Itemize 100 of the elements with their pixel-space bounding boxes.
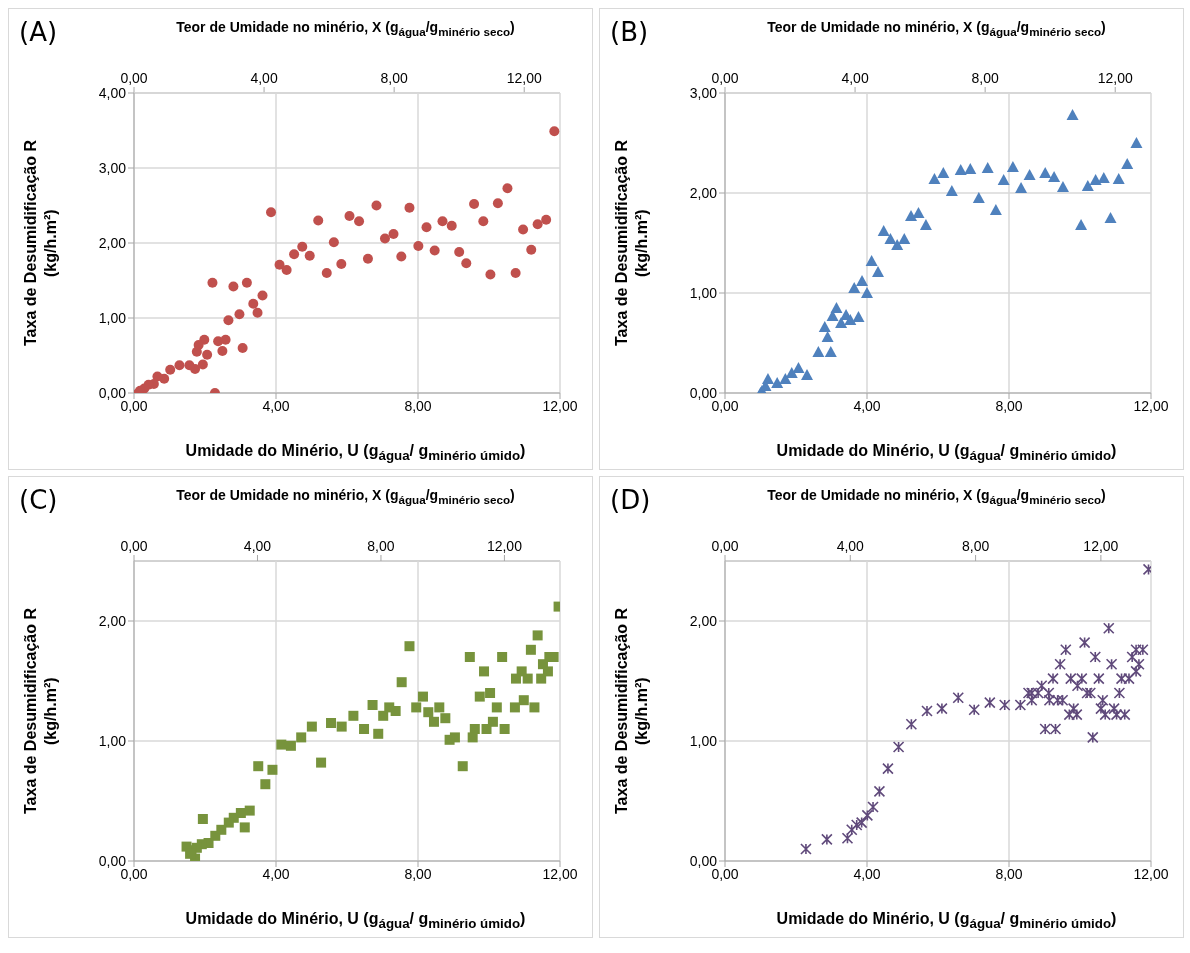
text: (B) (610, 17, 649, 47)
x-tick-label: 4,00 (262, 865, 290, 882)
y-tick-label: 2,00 (689, 612, 718, 629)
point (954, 164, 967, 175)
x2-axis-title: Teor de Umidade no minério, X (g$_{água}$/g$_{minério seco}$) (766, 487, 1107, 506)
x2-tick-label: 8,00 (380, 70, 408, 86)
x-tick-label: 12,00 (542, 865, 578, 882)
point (905, 210, 918, 221)
x2-tick-label: 4,00 (841, 70, 869, 86)
point (981, 162, 994, 173)
point (861, 287, 873, 298)
point (872, 266, 885, 277)
y-tick-label: 1,00 (98, 309, 127, 326)
point (1130, 137, 1143, 148)
y-axis-title: Taxa de Desumidificação R (kg/h.m²) (612, 139, 651, 348)
y-tick-label: 2,00 (98, 612, 127, 629)
text: (D) (610, 485, 651, 515)
x2-tick-label: 0,00 (711, 538, 739, 554)
point (964, 163, 977, 174)
x2-tick-label: 4,00 (836, 538, 865, 554)
point (771, 377, 784, 388)
x-tick-label: 4,00 (853, 865, 881, 882)
point (865, 255, 878, 266)
point (826, 310, 839, 321)
point (824, 346, 837, 357)
x2-tick-label: 12,00 (1083, 538, 1119, 554)
point (972, 192, 985, 203)
x2-axis-title: Teor de Umidade no minério, X (g$_{água}$/g$_{minério seco}$) (175, 487, 516, 506)
x-axis-title: Umidade do Minério, U (g$_{água}$/ g$_{minério úmido}$) (184, 909, 527, 931)
x-tick-label: 12,00 (1133, 397, 1169, 414)
x2-tick-label: 0,00 (120, 70, 148, 86)
y-tick-label: 4,00 (98, 84, 127, 101)
text: (C) (19, 485, 58, 515)
point (835, 317, 848, 328)
point (801, 369, 814, 380)
y-axis-title: Taxa de Desumidificação R (kg/h.m²) (21, 139, 60, 348)
point (1112, 173, 1125, 184)
point (1006, 161, 1019, 172)
point (830, 302, 843, 313)
x2-tick-label: 12,00 (1097, 70, 1133, 86)
point (1039, 167, 1052, 178)
point (945, 185, 958, 196)
point (812, 346, 825, 357)
x-tick-label: 4,00 (262, 397, 290, 414)
x2-tick-label: 8,00 (961, 538, 990, 554)
y-axis-title: Taxa de Desumidificação R (kg/h.m²) (21, 607, 60, 816)
point (1056, 181, 1069, 192)
point (1023, 169, 1036, 180)
x2-tick-label: 8,00 (971, 70, 999, 86)
x2-tick-label: 4,00 (250, 70, 278, 86)
x2-tick-label: 12,00 (506, 70, 542, 86)
point (1081, 180, 1094, 191)
point (989, 204, 1002, 215)
point (1066, 109, 1079, 120)
point (1121, 158, 1134, 169)
point (1015, 182, 1028, 193)
point (928, 173, 941, 184)
x2-tick-label: 0,00 (711, 70, 739, 86)
x-tick-label: 4,00 (853, 397, 881, 414)
point (891, 239, 904, 250)
y-axis-title: Taxa de Desumidificação R (kg/h.m²) (612, 607, 651, 816)
point (779, 373, 792, 384)
point (852, 311, 865, 322)
x-tick-label: 8,00 (404, 397, 432, 414)
x2-tick-label: 4,00 (243, 538, 272, 554)
x2-tick-label: 12,00 (486, 538, 523, 554)
point (997, 174, 1010, 185)
y-tick-label: 3,00 (98, 159, 127, 176)
point (792, 362, 805, 373)
point (919, 219, 932, 230)
y-tick-label: 2,00 (98, 234, 127, 251)
x-axis-title: Umidade do Minério, U (g$_{água}$/ g$_{minério úmido}$) (775, 909, 1118, 931)
point (818, 321, 831, 332)
point (937, 167, 950, 178)
y-tick-label: 2,00 (689, 184, 718, 201)
point (884, 233, 897, 244)
point (1075, 219, 1088, 230)
y-tick-label: 1,00 (689, 732, 718, 749)
x2-axis-title: Teor de Umidade no minério, X (g$_{água}$/g$_{minério seco}$) (175, 19, 516, 38)
text: (A) (19, 17, 58, 47)
x-tick-label: 8,00 (404, 865, 432, 882)
x-tick-label: 12,00 (542, 397, 578, 414)
x-tick-label: 8,00 (995, 397, 1023, 414)
point (1104, 212, 1117, 223)
x-tick-label: 8,00 (995, 865, 1023, 882)
y-tick-label: 3,00 (689, 84, 718, 101)
x2-tick-label: 8,00 (367, 538, 395, 554)
point (848, 282, 861, 293)
point (821, 331, 834, 342)
point (877, 225, 890, 236)
point (1089, 174, 1102, 185)
x-axis-title: Umidade do Minério, U (g$_{água}$/ g$_{minério úmido}$) (184, 441, 527, 463)
y-tick-label: 1,00 (98, 732, 127, 749)
point (856, 275, 869, 286)
point (1048, 171, 1061, 182)
x-axis-title: Umidade do Minério, U (g$_{água}$/ g$_{minério úmido}$) (775, 441, 1118, 463)
x2-axis-title: Teor de Umidade no minério, X (g$_{água}$/g$_{minério seco}$) (766, 19, 1107, 38)
point (898, 233, 911, 244)
x-tick-label: 12,00 (1133, 865, 1169, 882)
y-tick-label: 1,00 (689, 284, 718, 301)
